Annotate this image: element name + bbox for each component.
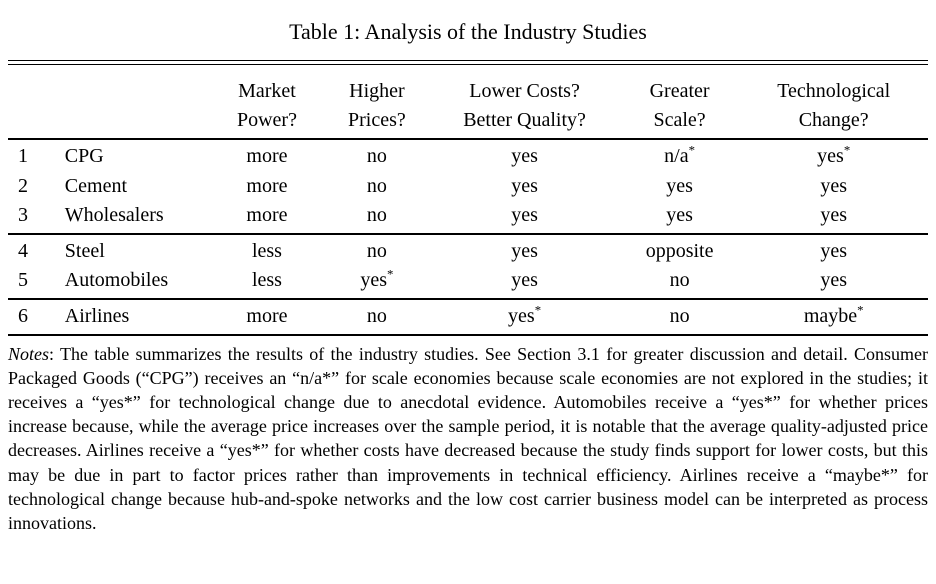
table-cell: yes	[820, 174, 848, 197]
superscript-asterisk: *	[688, 143, 695, 158]
header-line-1: Lower Costs?	[469, 80, 580, 102]
header-line-2: Better Quality?	[463, 109, 586, 131]
notes-label: Notes	[8, 343, 50, 364]
table-row: 4 Steel less no yes opposite yes	[8, 234, 928, 267]
header-cell-market-power: Market Power?	[209, 65, 324, 139]
table-cell: n/a*	[664, 143, 695, 167]
header-cell-industry	[45, 65, 210, 139]
row-number: 5	[18, 269, 28, 292]
header-line-2: Scale?	[653, 109, 706, 131]
industry-name: Wholesalers	[64, 204, 164, 227]
header-line-2: Change?	[798, 109, 869, 131]
superscript-asterisk: *	[387, 267, 394, 282]
row-number: 4	[18, 239, 28, 262]
table-cell: yes*	[508, 303, 542, 327]
table-cell: yes	[511, 239, 538, 262]
row-number: 2	[18, 174, 28, 197]
table-cell: less	[251, 269, 282, 292]
table-cell: no	[366, 239, 387, 262]
table-cell: yes	[820, 204, 848, 227]
header-row: Market Power? Higher Prices? Lower Costs…	[8, 65, 928, 139]
table-cell: no	[366, 145, 387, 167]
header-cell-higher-prices: Higher Prices?	[324, 65, 429, 139]
table-group: 4 Steel less no yes opposite yes 5 Automobiles le…	[8, 234, 928, 299]
table-title: Table 1: Analysis of the Industry Studie…	[289, 19, 647, 44]
double-rule	[8, 60, 928, 65]
table-row: 6 Airlines more no yes* no maybe*	[8, 299, 928, 335]
table-cell: opposite	[645, 239, 714, 262]
industry-table: Market Power? Higher Prices? Lower Costs…	[8, 65, 928, 336]
table-cell: no	[366, 204, 387, 227]
table-cell: yes	[511, 204, 538, 227]
table-row: 2 Cement more no yes yes yes	[8, 172, 928, 202]
header-cell-number	[8, 65, 45, 139]
row-number: 3	[18, 204, 28, 227]
table-cell: less	[251, 239, 282, 262]
industry-name: Airlines	[64, 304, 130, 327]
table-row: 1 CPG more no yes n/a* yes*	[8, 139, 928, 172]
header-line-1: Greater	[649, 80, 710, 102]
industry-name: Steel	[64, 239, 105, 262]
table-cell: yes	[666, 204, 693, 227]
table-cell: yes	[511, 269, 538, 292]
table-row: 3 Wholesalers more no yes yes yes	[8, 201, 928, 234]
notes: Notes: The table summarizes the results …	[8, 342, 928, 536]
superscript-asterisk: *	[843, 143, 851, 158]
table-row: 5 Automobiles less yes* yes no yes	[8, 266, 928, 299]
table-cell: no	[366, 174, 387, 197]
table-cell: more	[246, 174, 288, 197]
superscript-asterisk: *	[534, 303, 542, 318]
header-cell-greater-scale: Greater Scale?	[620, 65, 740, 139]
table-cell: yes	[820, 239, 848, 262]
header-line-2: Prices?	[348, 109, 406, 131]
table-cell: yes	[820, 269, 848, 292]
industry-name: Cement	[64, 174, 128, 197]
superscript-asterisk: *	[857, 303, 864, 318]
notes-text: : The table summarizes the results of th…	[8, 343, 928, 533]
table-group: 1 CPG more no yes n/a* yes* 2 Cement more no yes yes…	[8, 139, 928, 234]
table-group: 6 Airlines more no yes* no maybe*	[8, 299, 928, 335]
header-cell-technological-change: Technological Change?	[739, 65, 928, 139]
table-cell: no	[669, 269, 690, 292]
table-cell: no	[669, 304, 690, 327]
header-line-1: Market	[238, 80, 296, 102]
table-cell: yes*	[817, 143, 851, 167]
table-cell: more	[246, 204, 288, 227]
row-number: 1	[18, 145, 28, 167]
table-cell: yes	[511, 145, 538, 167]
table-cell: yes*	[360, 267, 394, 292]
industry-name: Automobiles	[64, 269, 169, 292]
table-cell: yes	[511, 174, 538, 197]
table-cell: more	[246, 145, 288, 167]
industry-name: CPG	[64, 145, 104, 167]
table-cell: no	[366, 304, 387, 327]
row-number: 6	[18, 304, 28, 327]
header-line-1: Technological	[777, 80, 891, 102]
table-cell: more	[246, 304, 288, 327]
header-cell-lower-costs-better-quality: Lower Costs? Better Quality?	[429, 65, 619, 139]
table-header: Market Power? Higher Prices? Lower Costs…	[8, 65, 928, 139]
table-cell: yes	[666, 174, 693, 197]
table-cell: maybe*	[803, 303, 864, 327]
header-line-2: Power?	[236, 109, 297, 131]
header-line-1: Higher	[349, 80, 405, 102]
